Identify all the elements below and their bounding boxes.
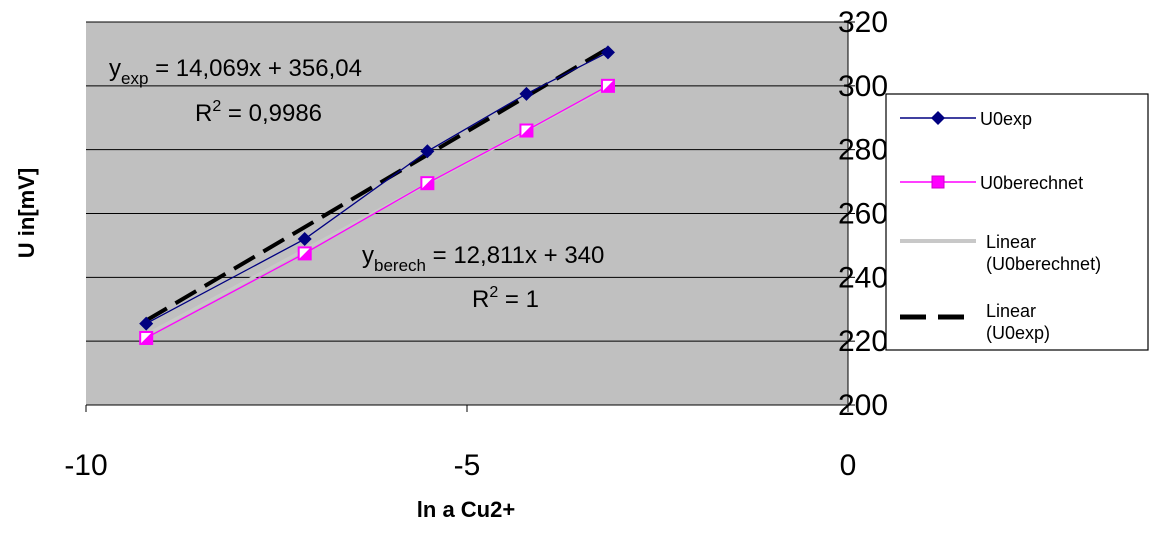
- exp-equation: yexp = 14,069x + 356,04: [109, 55, 362, 88]
- legend-marker-u0exp: [931, 111, 945, 125]
- gridlines: [86, 21, 848, 342]
- data-point-u0exp: [139, 316, 154, 331]
- y-tick-label-280: 280: [838, 134, 888, 167]
- y-tick-label-240: 240: [838, 261, 888, 294]
- y-tick-label-300: 300: [838, 70, 888, 103]
- data-point-u0exp: [297, 232, 312, 247]
- legend-label-linear-u0exp: Linear (U0exp): [986, 301, 1050, 343]
- series-layer: [139, 45, 615, 345]
- y-axis-label: U in[mV]: [14, 168, 39, 258]
- x-tick-label--10: -10: [64, 449, 107, 482]
- legend-label-linear-u0berechnet: Linear (U0berechnet): [986, 232, 1101, 274]
- y-tick-label-220: 220: [838, 325, 888, 358]
- data-point-u0exp: [420, 144, 435, 159]
- x-tick-label--5: -5: [454, 449, 481, 482]
- berech-r-squared: R2 = 1: [472, 284, 539, 313]
- x-tick-labels: -10 -5 0: [64, 449, 856, 482]
- legend-item-linear-u0exp: Linear (U0exp): [900, 301, 1050, 343]
- legend-item-u0berechnet: U0berechnet: [900, 173, 1083, 193]
- x-tick-label-0: 0: [840, 449, 857, 482]
- x-axis-label: ln a Cu2+: [417, 497, 515, 522]
- legend-marker-u0berechnet: [931, 175, 945, 189]
- data-point-fill-u0berechnet: [421, 177, 434, 190]
- data-point-u0exp: [600, 45, 615, 60]
- y-tick-labels: 200 220 240 260 280 300 320: [838, 6, 888, 422]
- data-point-fill-u0berechnet: [298, 247, 311, 260]
- legend: U0exp U0berechnet Linear (U0berechnet) Li…: [885, 93, 1149, 351]
- legend-item-linear-u0berechnet: Linear (U0berechnet): [900, 232, 1101, 274]
- data-point-fill-u0berechnet: [601, 79, 614, 92]
- exp-r-squared: R2 = 0,9986: [195, 98, 322, 127]
- y-tick-label-200: 200: [838, 389, 888, 422]
- legend-label-u0exp: U0exp: [980, 109, 1032, 129]
- y-tick-label-320: 320: [838, 6, 888, 39]
- legend-item-u0exp: U0exp: [900, 109, 1032, 129]
- data-point-fill-u0berechnet: [520, 124, 533, 137]
- legend-box: [885, 93, 1149, 351]
- y-tick-label-260: 260: [838, 198, 888, 231]
- legend-label-u0berechnet: U0berechnet: [980, 173, 1083, 193]
- data-point-fill-u0berechnet: [140, 331, 153, 344]
- axes: [85, 21, 855, 412]
- data-point-u0exp: [519, 86, 534, 101]
- berech-equation: yberech = 12,811x + 340: [362, 242, 604, 275]
